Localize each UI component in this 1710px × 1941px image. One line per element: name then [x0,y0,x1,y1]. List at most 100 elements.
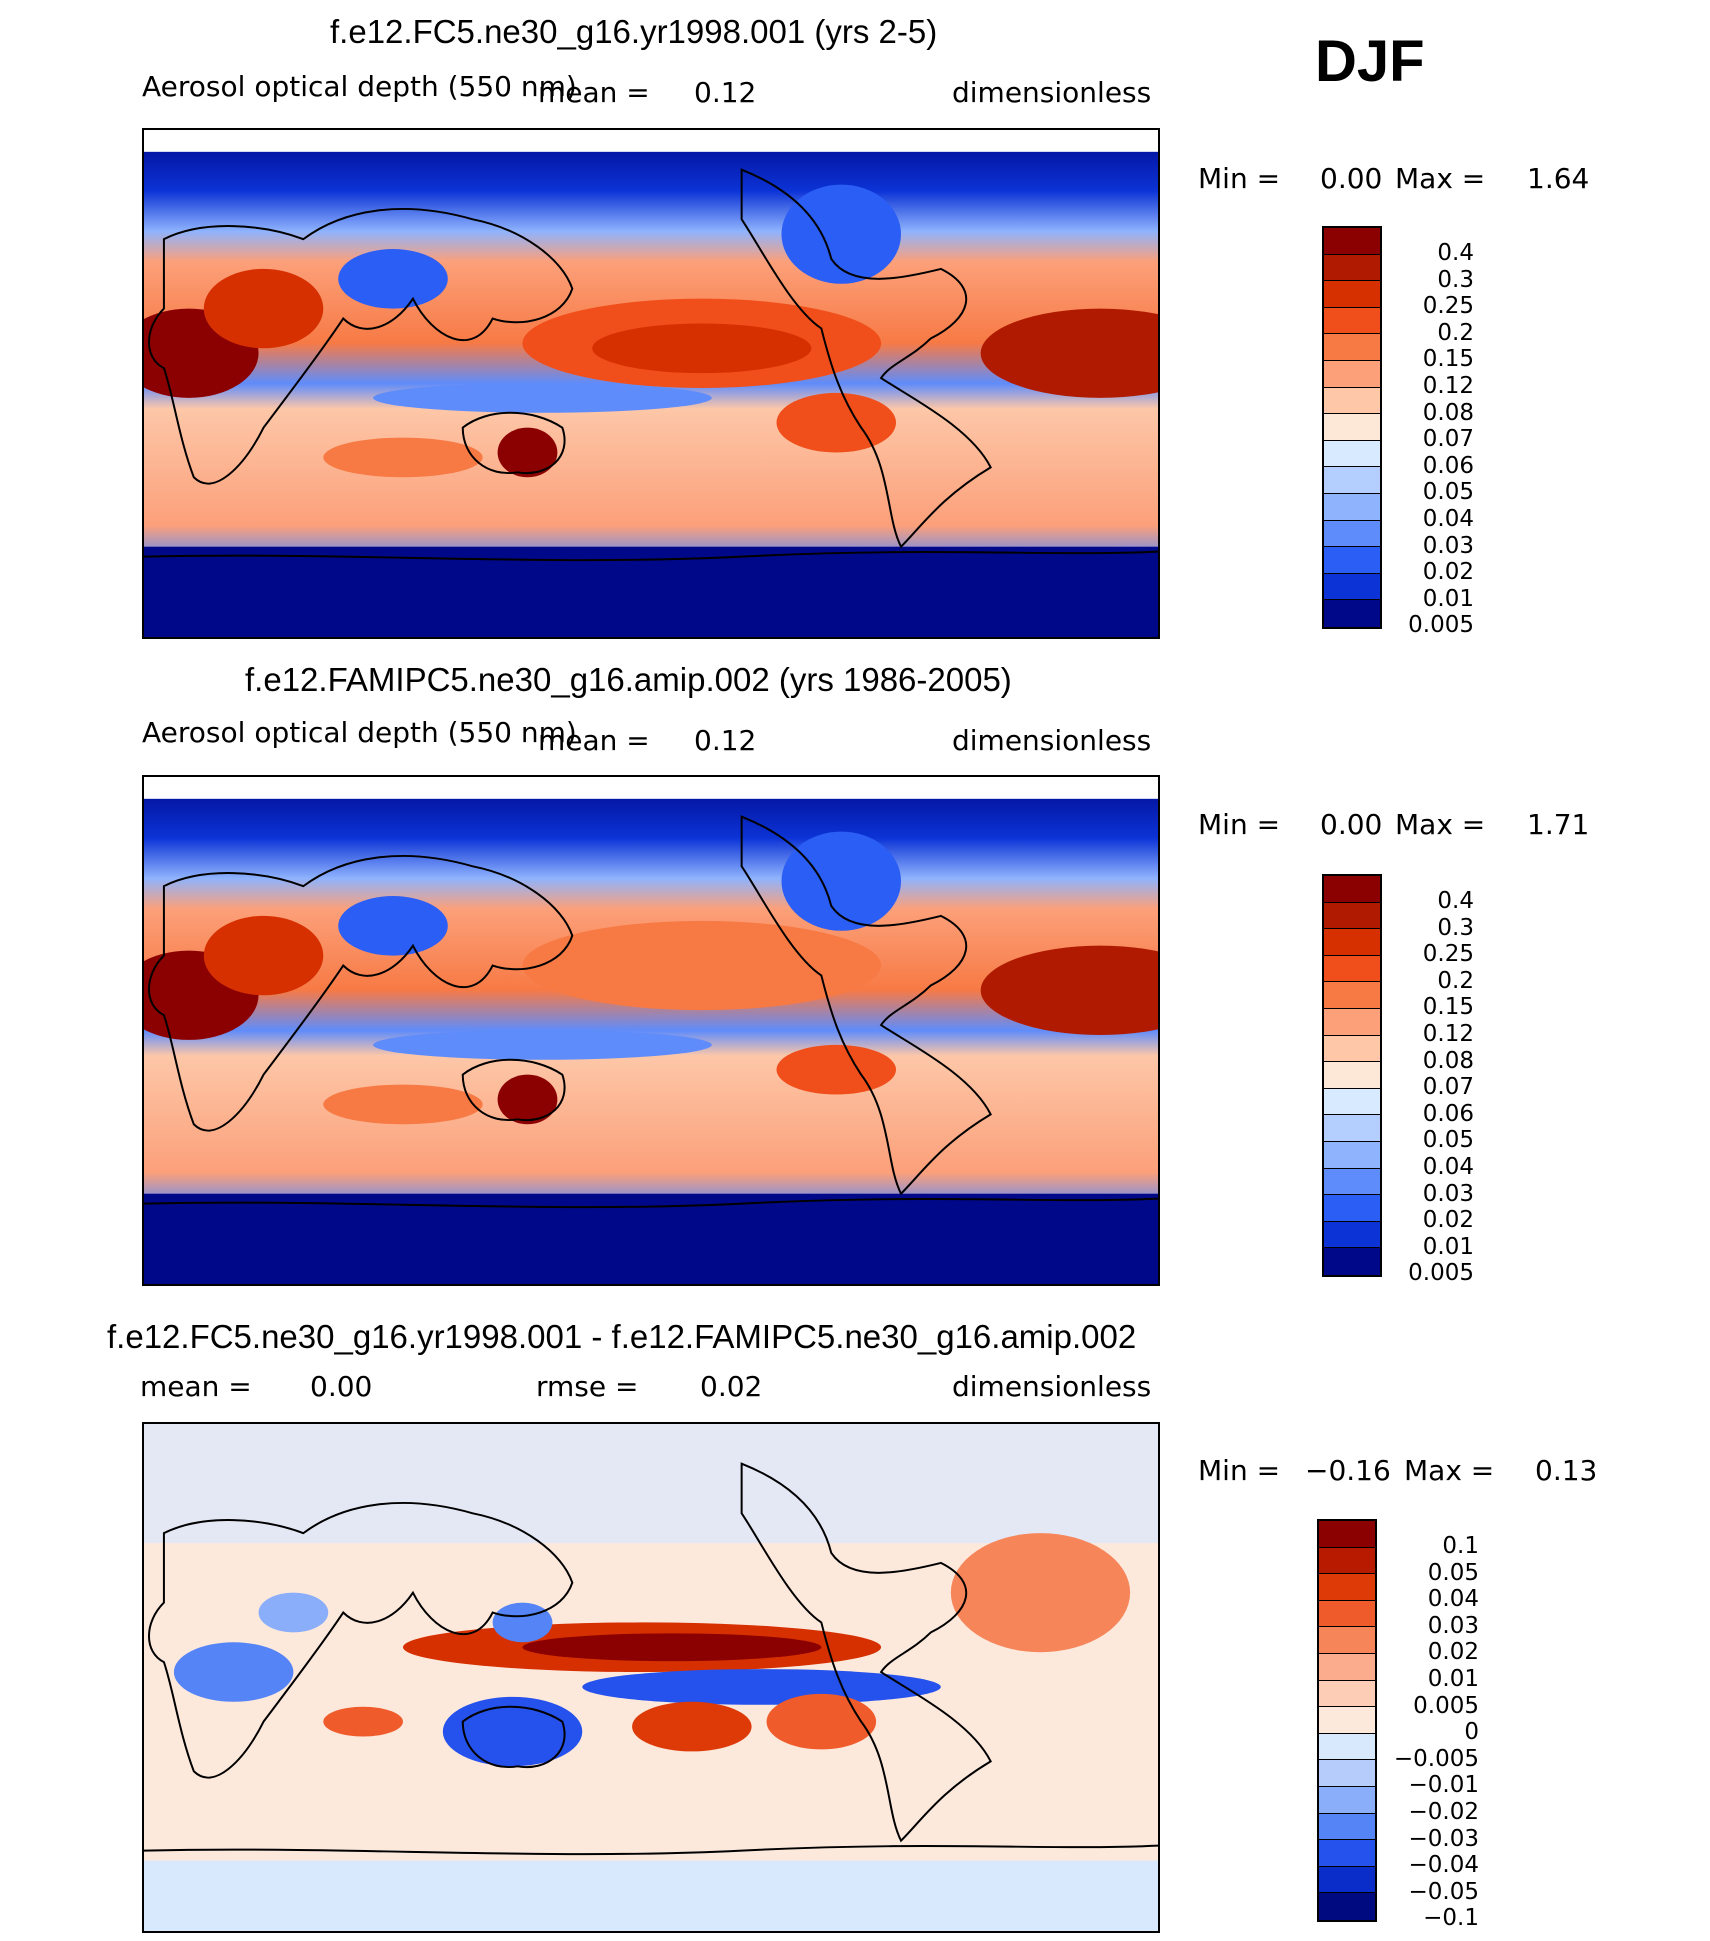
colorbar-label: 0.06 [1422,1100,1474,1127]
colorbar-swatch [1324,1115,1380,1142]
colorbar-label: 0.25 [1422,941,1474,968]
panel-3-min-label: Min = [1198,1454,1281,1487]
colorbar-swatch [1324,1141,1380,1169]
colorbar-swatch [1324,1168,1380,1196]
colorbar-label: 0.4 [1437,240,1474,266]
colorbar-swatch [1324,929,1380,956]
panel-3-min-value: −0.16 [1305,1454,1391,1487]
colorbar-label: 0.05 [1422,479,1474,506]
colorbar-label: 0.02 [1422,559,1474,586]
colorbar-swatch [1324,228,1380,255]
colorbar-label: 0.08 [1422,399,1474,426]
panel-2-min-value: 0.00 [1320,808,1383,841]
panel-2-map [142,775,1160,1286]
colorbar-swatch [1324,547,1380,574]
panel-3-map [142,1422,1160,1933]
panel-2-units: dimensionless [952,724,1152,757]
colorbar-label: 0.08 [1422,1047,1474,1074]
colorbar-swatch [1324,600,1380,627]
colorbar-label: −0.02 [1408,1799,1479,1825]
colorbar-swatch [1319,1840,1375,1867]
colorbar-swatch [1324,955,1380,983]
colorbar-label: 0.02 [1422,1207,1474,1234]
colorbar-label: 0.04 [1422,506,1474,532]
panel-3-units: dimensionless [952,1370,1152,1403]
colorbar-swatch [1324,334,1380,361]
colorbar-label: 0.4 [1437,888,1474,914]
colorbar-label: 0.005 [1408,612,1474,639]
panel-1-map [142,128,1160,639]
colorbar-label: 0.05 [1427,1559,1479,1586]
colorbar-swatch [1319,1547,1375,1575]
panel-2-max-label: Max = [1395,808,1486,841]
colorbar-label: 0.2 [1437,319,1474,346]
colorbar-swatch [1319,1893,1375,1920]
colorbar-label: 0.04 [1427,1586,1479,1613]
panel-2-variable: Aerosol optical depth (550 nm) [142,716,577,749]
colorbar-label: −0.03 [1408,1825,1479,1852]
panel-2-title: f.e12.FAMIPC5.ne30_g16.amip.002 (yrs 198… [245,661,1012,698]
colorbar-label: 0.03 [1422,1180,1474,1207]
panel-1-max-value: 1.64 [1527,162,1590,195]
colorbar-swatch [1319,1813,1375,1841]
colorbar-swatch [1324,1062,1380,1089]
colorbar-swatch [1319,1574,1375,1601]
colorbar-label: 0.005 [1413,1692,1479,1719]
panel-1-coastlines [144,168,1158,562]
colorbar-label: 0.12 [1422,373,1474,399]
panel-2-mean-label: mean = [538,724,650,757]
colorbar-swatch [1324,307,1380,335]
colorbar-label: 0.07 [1422,426,1474,453]
panel-1-colorbar-labels: 0.4 0.3 0.25 0.2 0.15 0.12 0.08 0.07 0.06 0.05 0.0… [1394,240,1494,637]
colorbar-label: 0.06 [1422,452,1474,479]
colorbar-label: 0.2 [1437,967,1474,994]
colorbar-swatch [1324,1248,1380,1275]
panel-1-max-label: Max = [1395,162,1486,195]
panel-1-mean-label: mean = [538,76,650,109]
colorbar-swatch [1324,1035,1380,1063]
colorbar-swatch [1324,902,1380,930]
colorbar-label: 0.005 [1408,1260,1474,1287]
colorbar-swatch [1324,414,1380,441]
panel-1-aerosol-plumes [144,184,1158,478]
colorbar-label: 0.03 [1422,532,1474,559]
panel-1-units: dimensionless [952,76,1152,109]
colorbar-label: −0.005 [1393,1745,1479,1772]
colorbar-swatch [1324,573,1380,601]
colorbar-swatch [1324,1008,1380,1036]
colorbar-swatch [1324,467,1380,494]
panel-2-max-value: 1.71 [1527,808,1590,841]
panel-3-colorbar-labels: 0.1 0.05 0.04 0.03 0.02 0.01 0.005 0 −0.005 −0.01… [1389,1533,1499,1930]
panel-2-colorbar [1322,874,1382,1277]
colorbar-swatch [1324,876,1380,903]
colorbar-label: 0.05 [1422,1127,1474,1154]
colorbar-swatch [1324,1195,1380,1222]
season-label: DJF [1315,29,1425,94]
panel-3-rmse-label: rmse = [536,1370,639,1403]
colorbar-swatch [1324,982,1380,1009]
colorbar-swatch [1319,1733,1375,1761]
colorbar-label: 0.12 [1422,1021,1474,1047]
panel-3-colorbar [1317,1519,1377,1922]
panel-3-max-label: Max = [1404,1454,1495,1487]
colorbar-label: 0.03 [1427,1612,1479,1639]
colorbar-swatch [1324,387,1380,415]
colorbar-swatch [1319,1653,1375,1681]
panel-1-variable: Aerosol optical depth (550 nm) [142,70,577,103]
colorbar-swatch [1324,520,1380,548]
panel-3-title: f.e12.FC5.ne30_g16.yr1998.001 - f.e12.FA… [107,1318,1137,1355]
panel-3-mean-label: mean = [140,1370,252,1403]
colorbar-swatch [1324,1221,1380,1249]
colorbar-label: −0.04 [1408,1852,1479,1879]
colorbar-label: 0.01 [1427,1666,1479,1692]
colorbar-swatch [1319,1680,1375,1708]
colorbar-swatch [1319,1521,1375,1548]
panel-2-coastlines [144,815,1158,1209]
colorbar-swatch [1319,1786,1375,1814]
panel-1-min-value: 0.00 [1320,162,1383,195]
panel-3-mean-value: 0.00 [310,1370,373,1403]
colorbar-label: 0.1 [1442,1533,1479,1559]
colorbar-label: 0.3 [1437,266,1474,293]
panel-2-colorbar-labels: 0.4 0.3 0.25 0.2 0.15 0.12 0.08 0.07 0.06 0.05 0.0… [1394,888,1494,1285]
colorbar-label: 0.3 [1437,914,1474,941]
